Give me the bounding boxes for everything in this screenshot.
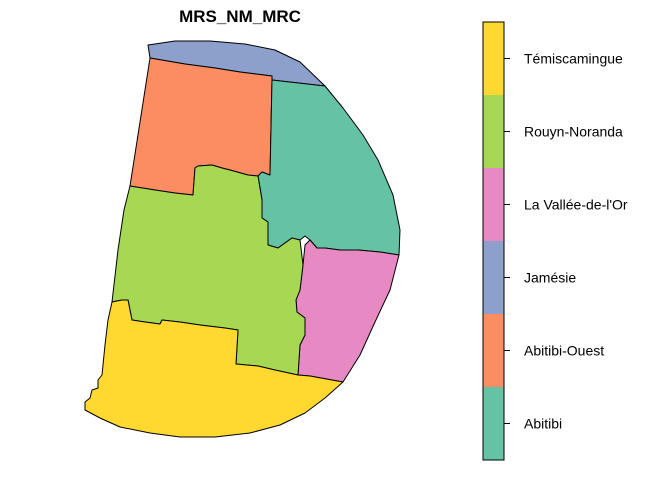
legend-swatch-temiscamingue [483,22,504,96]
legend-ticks [504,58,510,424]
legend-swatch-abitibi-ouest [483,314,504,388]
legend-label-temiscamingue: Témiscamingue [524,51,623,67]
region-la-vallee-de-l-or[interactable] [295,239,400,383]
legend-label-abitibi: Abitibi [524,416,562,432]
map-title: MRS_NM_MRC [179,7,301,26]
legend-label-rouyn-noranda: Rouyn-Noranda [524,124,623,140]
legend-frame [482,21,505,461]
legend-label-abitibi-ouest: Abitibi-Ouest [524,343,604,359]
legend-label-jamesie: Jamésie [524,270,576,286]
map-regions [84,40,401,438]
region-abitibi[interactable] [257,79,401,256]
legend-label-la-vallee-de-l-or: La Vallée-de-l'Or [524,197,628,213]
legend: Témiscamingue Rouyn-Noranda La Vallée-de-l… [482,21,628,461]
legend-swatch-la-vallee-de-l-or [483,168,504,242]
legend-swatch-rouyn-noranda [483,95,504,169]
legend-swatch-abitibi [483,387,504,461]
legend-swatch-jamesie [483,241,504,315]
region-temiscamingue[interactable] [84,299,344,438]
legend-swatches [483,22,504,461]
legend-labels: Témiscamingue Rouyn-Noranda La Vallée-de-l… [524,51,628,432]
